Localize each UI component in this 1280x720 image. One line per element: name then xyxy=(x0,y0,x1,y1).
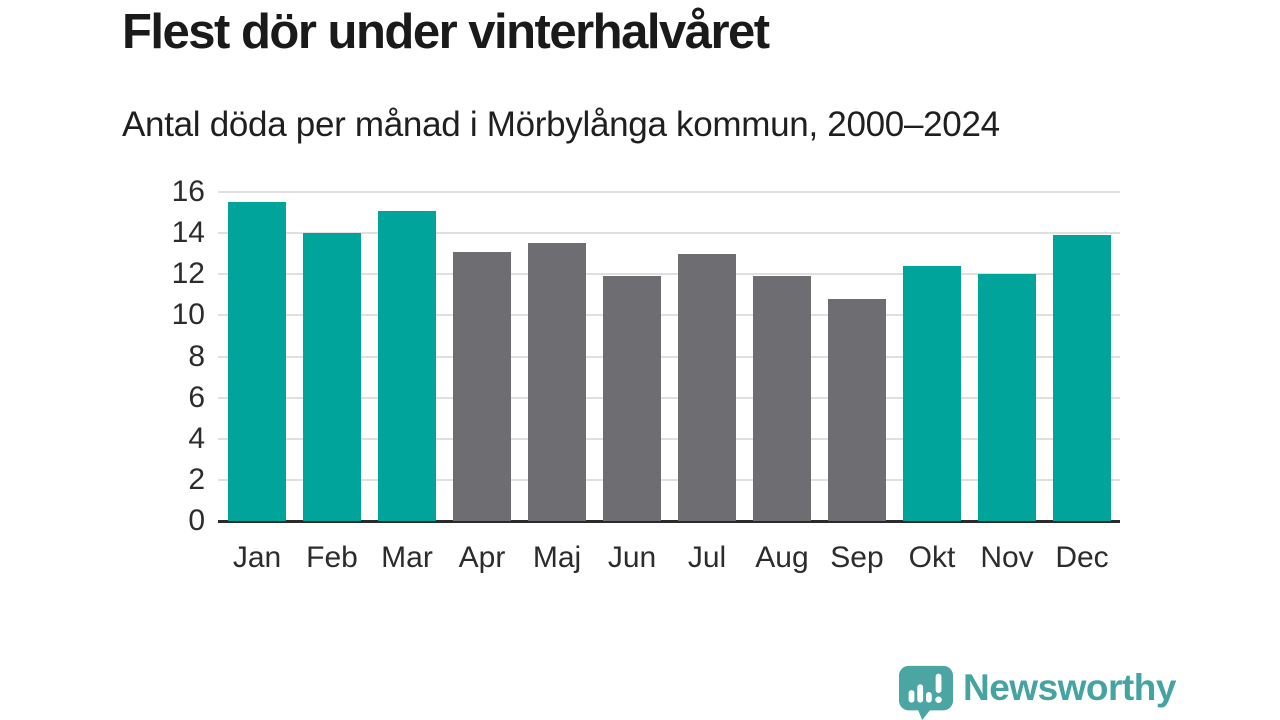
gridline-y-8 xyxy=(218,355,1120,358)
bar-apr xyxy=(453,251,511,521)
gridline-y-16 xyxy=(218,191,1120,193)
x-tick-label-jul: Jul xyxy=(687,541,727,574)
gridline-y-12 xyxy=(218,273,1120,276)
y-tick-label-12: 12 xyxy=(171,257,205,291)
brand-name: Newsworthy xyxy=(963,666,1176,708)
x-tick-label-maj: Maj xyxy=(532,541,582,574)
chart-title: Flest dör under vinterhalvåret xyxy=(122,5,770,59)
x-tick-label-dec: Dec xyxy=(1055,541,1109,574)
gridline-y-6 xyxy=(218,396,1120,399)
x-tick-label-jan: Jan xyxy=(232,541,282,574)
gridline-y-14 xyxy=(218,232,1120,235)
y-tick-label-10: 10 xyxy=(171,298,205,332)
x-tick-label-feb: Feb xyxy=(306,541,358,574)
gridline-y-2 xyxy=(218,478,1120,481)
x-tick-label-nov: Nov xyxy=(980,541,1034,574)
bar-mar xyxy=(378,210,436,521)
bar-aug xyxy=(753,276,811,521)
y-tick-label-6: 6 xyxy=(188,380,205,414)
y-tick-label-16: 16 xyxy=(171,175,205,208)
y-tick-label-14: 14 xyxy=(171,216,205,250)
x-tick-label-okt: Okt xyxy=(908,541,956,574)
x-axis-baseline xyxy=(218,519,1120,523)
gridline-y-4 xyxy=(218,437,1120,440)
x-tick-label-sep: Sep xyxy=(830,541,884,574)
bar-jun xyxy=(603,276,661,521)
x-tick-label-apr: Apr xyxy=(458,541,506,574)
bar-okt xyxy=(903,266,961,521)
y-tick-label-0: 0 xyxy=(188,504,205,537)
x-tick-label-aug: Aug xyxy=(755,541,809,574)
bar-feb xyxy=(303,233,361,521)
newsworthy-logo-icon xyxy=(898,665,954,720)
brand-footer: Newsworthy xyxy=(897,664,1176,720)
bar-maj xyxy=(528,243,586,521)
bar-jul xyxy=(678,253,736,521)
bar-sep xyxy=(828,298,886,521)
x-tick-label-mar: Mar xyxy=(381,541,433,574)
gridline-y-10 xyxy=(218,314,1120,317)
y-tick-label-4: 4 xyxy=(188,421,205,455)
bar-dec xyxy=(1053,235,1111,521)
y-tick-label-8: 8 xyxy=(188,339,205,373)
x-tick-label-jun: Jun xyxy=(607,541,657,574)
chart-subtitle: Antal döda per månad i Mörbylånga kommun… xyxy=(122,105,1000,144)
y-tick-label-2: 2 xyxy=(188,462,205,496)
bar-jan xyxy=(228,202,286,521)
bar-nov xyxy=(978,274,1036,521)
